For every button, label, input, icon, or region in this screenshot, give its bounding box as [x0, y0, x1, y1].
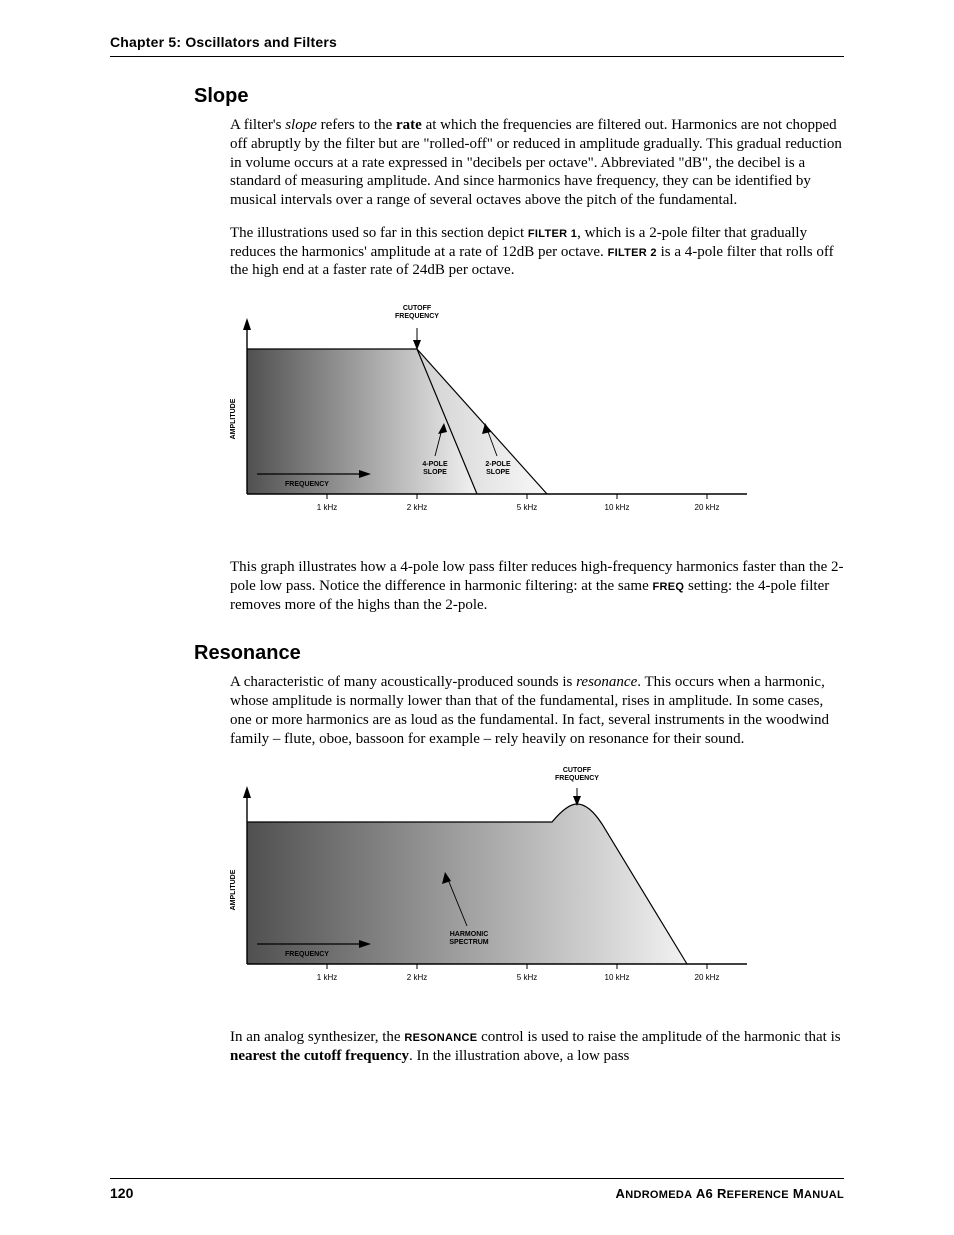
tick-2khz: 2 kHz: [407, 503, 427, 512]
y-arrowhead-icon: [243, 318, 251, 330]
tick-5khz: 5 kHz: [517, 503, 537, 512]
label-filter2: FILTER 2: [608, 247, 657, 259]
frequency-label: FREQUENCY: [285, 951, 329, 958]
text: NDROMEDA: [625, 1189, 692, 1201]
manual-title: ANDROMEDA A6 REFERENCE MANUAL: [616, 1186, 845, 1201]
text: refers to the: [317, 117, 396, 133]
tick-2khz: 2 kHz: [407, 973, 427, 982]
chapter-header: Chapter 5: Oscillators and Filters: [110, 34, 844, 57]
cutoff-label-1: CUTOFF: [403, 305, 432, 312]
section-title-resonance: Resonance: [194, 642, 844, 665]
four-pole-label-1: 4-POLE: [422, 461, 448, 468]
harmonic-label-1: HARMONIC: [450, 931, 489, 938]
text: EFERENCE: [727, 1189, 789, 1201]
text: A6 R: [692, 1186, 726, 1201]
page-footer: 120 ANDROMEDA A6 REFERENCE MANUAL: [110, 1178, 844, 1201]
y-arrowhead-icon: [243, 786, 251, 798]
text: M: [789, 1186, 804, 1201]
text: In an analog synthesizer, the: [230, 1029, 404, 1045]
resonance-para-1: A characteristic of many acoustically-pr…: [230, 673, 844, 748]
amplitude-label: AMPLITUDE: [230, 398, 237, 439]
tick-marks: [327, 494, 707, 499]
harmonic-label-2: SPECTRUM: [449, 939, 488, 946]
tick-marks: [327, 964, 707, 969]
text: The illustrations used so far in this se…: [230, 225, 528, 241]
resonance-para-2: In an analog synthesizer, the RESONANCE …: [230, 1028, 844, 1066]
text: A: [616, 1186, 626, 1201]
text: . In the illustration above, a low pass: [409, 1048, 629, 1064]
page-number: 120: [110, 1185, 133, 1201]
italic-slope: slope: [285, 117, 317, 133]
figure-slope-chart: CUTOFF FREQUENCY AMPLITUDE FREQUENCY 4-P…: [207, 294, 747, 544]
amplitude-label: AMPLITUDE: [230, 870, 237, 911]
four-pole-label-2: SLOPE: [423, 469, 447, 476]
label-freq: FREQ: [653, 581, 685, 593]
slope-para-2: The illustrations used so far in this se…: [230, 224, 844, 280]
bold-rate: rate: [396, 117, 422, 133]
figure-resonance-chart: CUTOFF FREQUENCY AMPLITUDE FREQUENCY HAR…: [207, 762, 747, 1014]
italic-resonance: resonance: [576, 674, 637, 690]
tick-1khz: 1 kHz: [317, 503, 337, 512]
text: ANUAL: [804, 1189, 844, 1201]
frequency-label: FREQUENCY: [285, 481, 329, 488]
tick-1khz: 1 kHz: [317, 973, 337, 982]
tick-20khz: 20 kHz: [695, 503, 720, 512]
slope-para-1: A filter's slope refers to the rate at w…: [230, 116, 844, 210]
tick-10khz: 10 kHz: [605, 973, 630, 982]
cutoff-label-2: FREQUENCY: [555, 775, 599, 782]
cutoff-label-1: CUTOFF: [563, 767, 592, 774]
two-pole-label-2: SLOPE: [486, 469, 510, 476]
bold-nearest: nearest the cutoff frequency: [230, 1048, 409, 1064]
text: A characteristic of many acoustically-pr…: [230, 674, 576, 690]
text: control is used to raise the amplitude o…: [477, 1029, 840, 1045]
label-resonance: RESONANCE: [404, 1032, 477, 1044]
tick-20khz: 20 kHz: [695, 973, 720, 982]
label-filter1: FILTER 1: [528, 228, 577, 240]
text: A filter's: [230, 117, 285, 133]
two-pole-label-1: 2-POLE: [485, 461, 511, 468]
cutoff-label-2: FREQUENCY: [395, 313, 439, 320]
section-title-slope: Slope: [194, 85, 844, 108]
slope-para-3: This graph illustrates how a 4-pole low …: [230, 558, 844, 614]
tick-5khz: 5 kHz: [517, 973, 537, 982]
tick-10khz: 10 kHz: [605, 503, 630, 512]
